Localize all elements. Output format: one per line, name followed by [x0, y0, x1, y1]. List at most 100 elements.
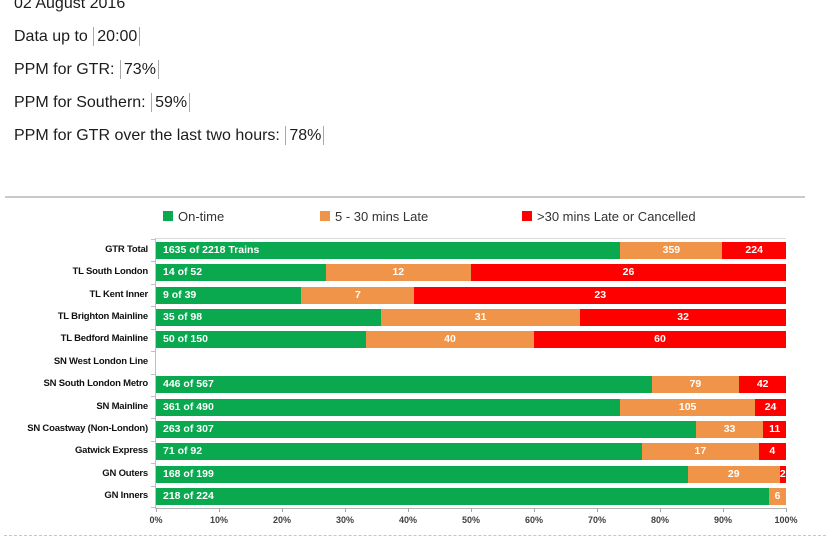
legend-item: On-time: [163, 208, 225, 224]
bar-segment-label: 26: [622, 266, 635, 279]
bar-segment: 24: [755, 398, 786, 416]
chart-row: 361 of 490 105 24: [156, 398, 786, 416]
bar-segment-label: 31: [474, 310, 487, 323]
bar-segment: 446 of 567: [156, 376, 652, 394]
category-label: TL Bedford Mainline: [60, 333, 149, 345]
ppm-southern-value: 59%: [151, 93, 191, 112]
chart-row: 446 of 567 79 42: [156, 376, 786, 394]
bar-segment: 7: [301, 286, 415, 304]
bar-segment: 32: [580, 308, 786, 326]
bar-segment: 35 of 98: [156, 308, 381, 326]
bar-segment-label: 2: [779, 467, 786, 480]
category-label: GTR Total: [105, 243, 148, 255]
bar-segment: 6: [769, 488, 786, 506]
x-axis-label: 90%: [713, 515, 732, 525]
category-axis-tick: [151, 395, 155, 397]
bar-segment: 31: [381, 308, 581, 326]
chart-row: 14 of 52 12 26: [156, 264, 786, 282]
bar-segment: 26: [471, 264, 786, 282]
bar-segment: 50 of 150: [156, 331, 366, 349]
x-axis-label: 10%: [209, 515, 228, 525]
chart-row: 35 of 98 31 32: [156, 308, 786, 326]
ppm-gtr-line: PPM for GTR: 73%: [14, 60, 159, 79]
x-axis-label: 0%: [149, 515, 163, 525]
category-label: TL Brighton Mainline: [57, 310, 148, 322]
data-up-to-line: Data up to 20:00: [14, 27, 141, 46]
x-axis-tick: [156, 508, 157, 512]
category-axis-tick: [151, 328, 155, 330]
x-axis-label: 60%: [524, 515, 543, 525]
legend-item: >30 mins Late or Cancelled: [522, 208, 696, 224]
bar-segment: 218 of 224: [156, 488, 770, 506]
report-date-text: 02 August 2016: [14, 0, 126, 12]
category-axis-tick: [151, 306, 155, 308]
chart-row: 168 of 199 29 2: [156, 465, 786, 483]
chart-row: 1635 of 2218 Trains 359 224: [156, 241, 786, 259]
ppm-southern-label: PPM for Southern:: [14, 94, 146, 111]
legend-label: >30 mins Late or Cancelled: [537, 208, 696, 224]
chart-row: 71 of 92 17 4: [156, 443, 786, 461]
category-axis-tick: [151, 463, 155, 465]
bar-segment-label: 361 of 490: [163, 400, 214, 413]
bar-segment-label: 359: [662, 243, 681, 256]
bar-segment: 361 of 490: [156, 398, 621, 416]
x-axis-tick: [534, 508, 535, 512]
ppm-two-hours-value: 78%: [285, 126, 325, 145]
ppm-two-hours-line: PPM for GTR over the last two hours: 78%: [14, 126, 325, 145]
bar-segment-label: 263 of 307: [163, 423, 214, 436]
bar-segment: 168 of 199: [156, 465, 688, 483]
legend-item: 5 - 30 mins Late: [320, 209, 428, 224]
category-label: SN West London Line: [53, 355, 148, 367]
x-axis-label: 80%: [650, 515, 669, 525]
chart-row: 9 of 39 7 23: [156, 286, 786, 304]
legend-swatch-icon: [320, 211, 330, 221]
category-axis-tick: [151, 261, 155, 263]
bar-segment: 1635 of 2218 Trains: [156, 241, 621, 259]
category-axis-tick: [151, 239, 155, 240]
bar-segment-label: 50 of 150: [163, 333, 208, 346]
x-axis-label: 100%: [774, 515, 798, 525]
bar-segment-label: 224: [745, 243, 763, 256]
legend-label: On-time: [178, 208, 225, 224]
legend-swatch-icon: [163, 211, 173, 221]
bar-segment-label: 17: [694, 445, 707, 458]
category-label: SN South London Metro: [43, 378, 148, 390]
bar-segment: 224: [722, 241, 786, 259]
bar-segment-label: 33: [723, 423, 736, 436]
ppm-gtr-value: 73%: [119, 60, 159, 79]
bar-segment-label: 12: [392, 266, 405, 279]
bar-segment: 105: [620, 398, 756, 416]
x-axis-tick: [786, 508, 787, 512]
legend-swatch-icon: [522, 211, 532, 221]
x-axis-label: 50%: [461, 515, 480, 525]
x-axis-tick: [471, 508, 472, 512]
bar-segment: 29: [687, 465, 780, 483]
bar-segment: 79: [651, 376, 740, 394]
bar-segment-label: 9 of 39: [163, 288, 197, 301]
bar-segment-label: 71 of 92: [163, 445, 203, 458]
bar-segment-label: 11: [769, 423, 781, 436]
bar-segment: 40: [366, 331, 534, 349]
bar-segment: 33: [695, 421, 764, 439]
category-label: TL Kent Inner: [89, 288, 149, 300]
category-axis-tick: [151, 351, 155, 353]
bar-segment-label: 6: [774, 490, 781, 503]
bar-segment: 2: [779, 465, 786, 483]
x-axis-tick: [345, 508, 346, 512]
category-label: SN Coastway (Non-London): [27, 423, 148, 435]
chart-row: 263 of 307 33 11: [156, 421, 786, 439]
x-axis-label: 20%: [272, 515, 291, 525]
bar-segment-label: 168 of 199: [163, 467, 214, 480]
category-label: TL South London: [72, 266, 149, 278]
chart-row: 218 of 224 6: [156, 488, 786, 506]
bar-segment-label: 105: [678, 400, 697, 413]
bar-segment-label: 218 of 224: [163, 490, 214, 503]
report-date: 02 August 2016: [14, 0, 125, 13]
bar-segment-label: 7: [354, 288, 361, 301]
x-axis-label: 70%: [587, 515, 606, 525]
chart-row: [156, 354, 786, 371]
bar-segment: 12: [325, 264, 471, 282]
x-axis-tick: [597, 508, 598, 512]
bar-segment: 23: [414, 286, 786, 304]
